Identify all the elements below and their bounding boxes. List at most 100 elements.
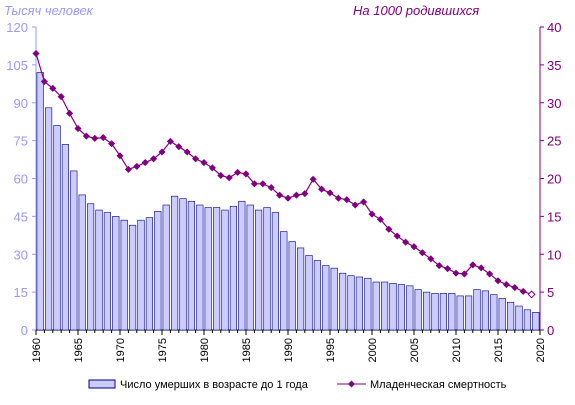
legend-label-bar: Число умерших в возрасте до 1 года [120, 379, 309, 391]
bar [263, 207, 271, 331]
bar [397, 284, 405, 331]
mortality-point [149, 155, 158, 163]
mortality-point [208, 164, 217, 172]
mortality-point [477, 264, 485, 272]
bar [448, 293, 456, 331]
x-tick-label: 1985 [241, 338, 253, 362]
legend-swatch-marker [348, 380, 355, 388]
mortality-point [292, 191, 301, 199]
mortality-point [200, 158, 208, 167]
x-tick-label: 2005 [409, 338, 421, 362]
bar [87, 203, 95, 331]
bar [145, 217, 153, 331]
bar [45, 107, 53, 331]
mortality-point [166, 137, 175, 146]
mortality-point [502, 280, 511, 289]
bar [515, 305, 523, 331]
left-tick-label: 60 [14, 172, 28, 187]
bar [112, 216, 120, 331]
bar [162, 204, 170, 331]
bar [523, 309, 531, 331]
bar [364, 277, 372, 331]
right-tick-label: 5 [547, 285, 554, 300]
mortality-point [376, 215, 385, 224]
mortality-point [49, 84, 57, 93]
mortality-point [250, 180, 259, 188]
mortality-point [494, 277, 502, 285]
bar [372, 281, 380, 331]
bar [381, 281, 389, 331]
bar [498, 298, 506, 331]
bar [221, 209, 229, 331]
bar [103, 212, 111, 331]
mortality-point [452, 269, 460, 277]
bar [288, 241, 296, 331]
x-tick-label: 1980 [199, 338, 211, 362]
mortality-point [65, 109, 74, 118]
right-tick-label: 15 [547, 209, 561, 224]
bar [347, 275, 355, 331]
mortality-point [74, 124, 82, 133]
bar [313, 260, 321, 331]
bar [238, 200, 246, 331]
bar [271, 212, 279, 331]
x-tick-label: 2015 [493, 338, 505, 362]
bar [61, 144, 69, 331]
mortality-point [385, 225, 393, 233]
x-tick-label: 1990 [283, 338, 295, 362]
right-tick-label: 30 [547, 96, 561, 111]
mortality-point [519, 287, 527, 296]
left-tick-label: 90 [14, 96, 28, 111]
x-tick-label: 1960 [31, 338, 43, 362]
bar [414, 289, 422, 331]
bar [339, 272, 347, 331]
bar [481, 290, 489, 331]
bar [439, 293, 447, 331]
mortality-point [435, 261, 443, 270]
mortality-point [527, 290, 536, 299]
legend: Число умерших в возрасте до 1 года Младе… [88, 379, 507, 391]
mortality-point [427, 255, 435, 263]
mortality-point [107, 140, 116, 148]
mortality-point [460, 270, 469, 278]
mortality-point [326, 189, 334, 197]
mortality-point [351, 201, 359, 209]
x-tick-label: 2010 [451, 338, 463, 362]
bar [36, 72, 44, 331]
mortality-point [91, 134, 99, 143]
right-tick-label: 0 [547, 323, 554, 338]
mortality-point [301, 189, 309, 198]
mortality-point [217, 171, 225, 180]
x-tick-label: 1970 [115, 338, 127, 362]
bar [456, 295, 464, 331]
left-tick-label: 15 [14, 285, 28, 300]
mortality-point [57, 93, 65, 101]
bar [53, 125, 61, 331]
mortality-point [183, 148, 191, 156]
mortality-point [309, 175, 317, 183]
bar [322, 265, 330, 331]
bar [179, 198, 187, 331]
mortality-point [233, 168, 242, 177]
legend-label-line: Младенческая смертность [370, 379, 507, 391]
mortality-point [469, 261, 477, 269]
mortality-point [334, 194, 343, 202]
left-tick-label: 30 [14, 247, 28, 262]
x-tick-label: 1995 [325, 338, 337, 362]
mortality-point [116, 152, 124, 160]
bar [171, 195, 179, 331]
mortality-point [259, 180, 267, 188]
mortality-point [275, 191, 284, 199]
mortality-point [401, 238, 410, 246]
bar [255, 209, 263, 331]
bar [355, 276, 363, 331]
bar [465, 295, 473, 331]
x-tick-label: 2020 [535, 338, 547, 362]
mortality-point [368, 210, 376, 218]
right-tick-label: 35 [547, 58, 561, 73]
plot-area: 0 15 30 45 60 75 90 105 120 0 5 10 15 20 25 30 35 40 1960 1… [6, 20, 561, 362]
bar [246, 204, 254, 331]
left-tick-label: 75 [14, 134, 28, 149]
mortality-point [418, 249, 427, 257]
